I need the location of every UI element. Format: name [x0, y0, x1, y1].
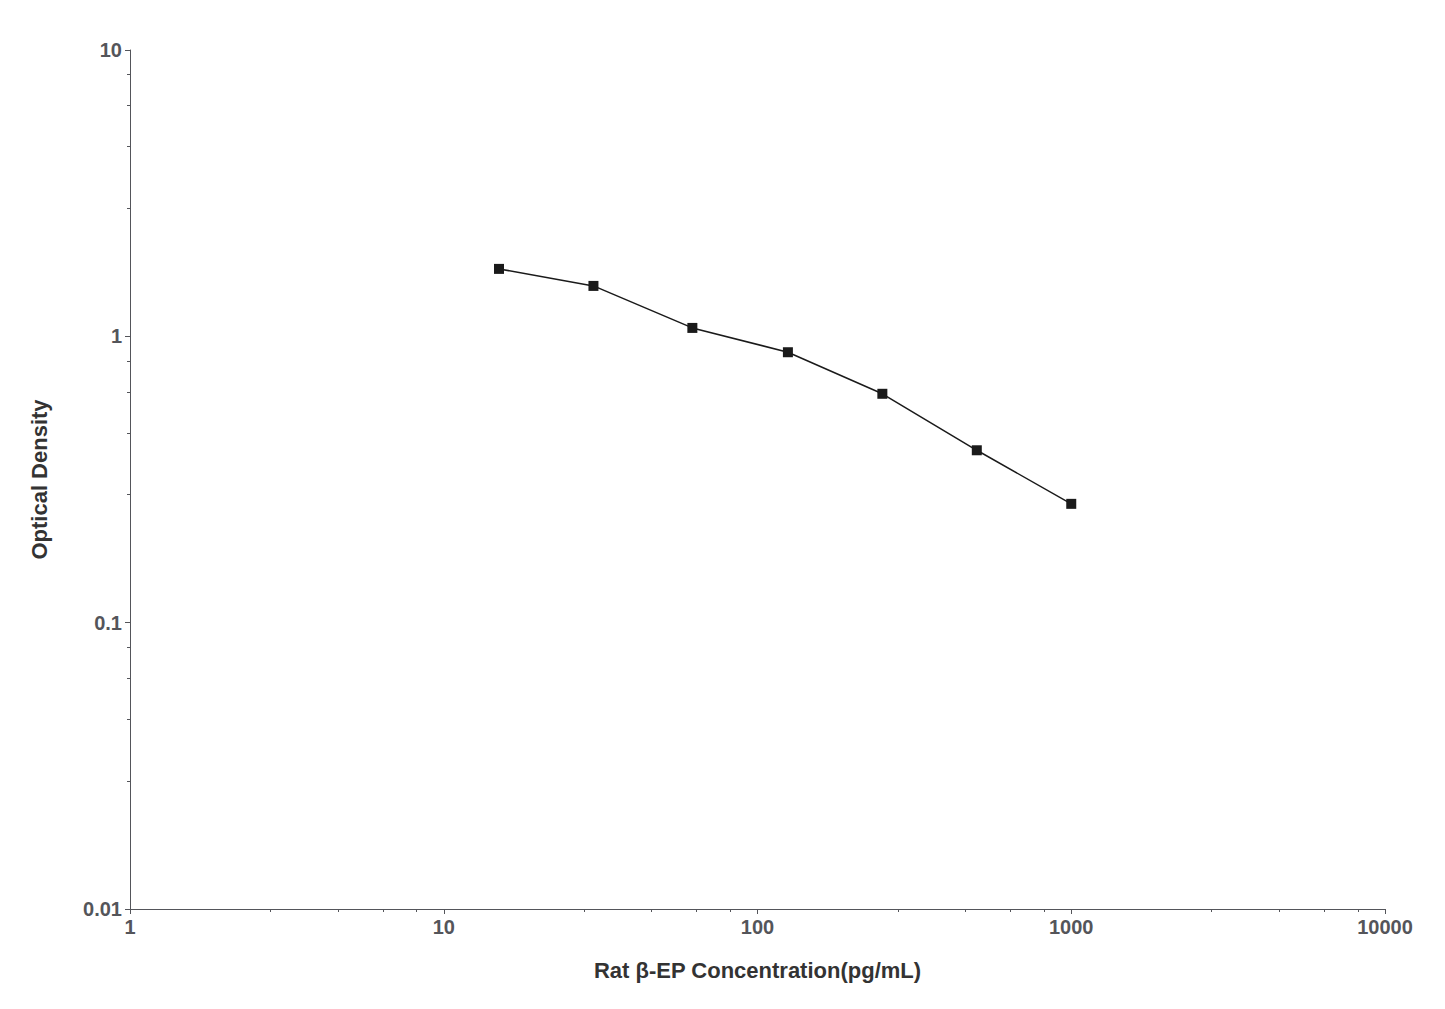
svg-text:10: 10	[100, 39, 122, 61]
svg-text:1: 1	[111, 325, 122, 347]
svg-text:1000: 1000	[1049, 916, 1094, 938]
svg-text:Optical Density: Optical Density	[27, 399, 52, 560]
svg-text:10000: 10000	[1357, 916, 1413, 938]
svg-text:10: 10	[433, 916, 455, 938]
svg-text:Rat β-EP Concentration(pg/mL): Rat β-EP Concentration(pg/mL)	[594, 958, 921, 983]
svg-text:0.1: 0.1	[94, 612, 122, 634]
svg-text:0.01: 0.01	[83, 898, 122, 920]
svg-text:1: 1	[124, 916, 135, 938]
svg-text:100: 100	[741, 916, 774, 938]
